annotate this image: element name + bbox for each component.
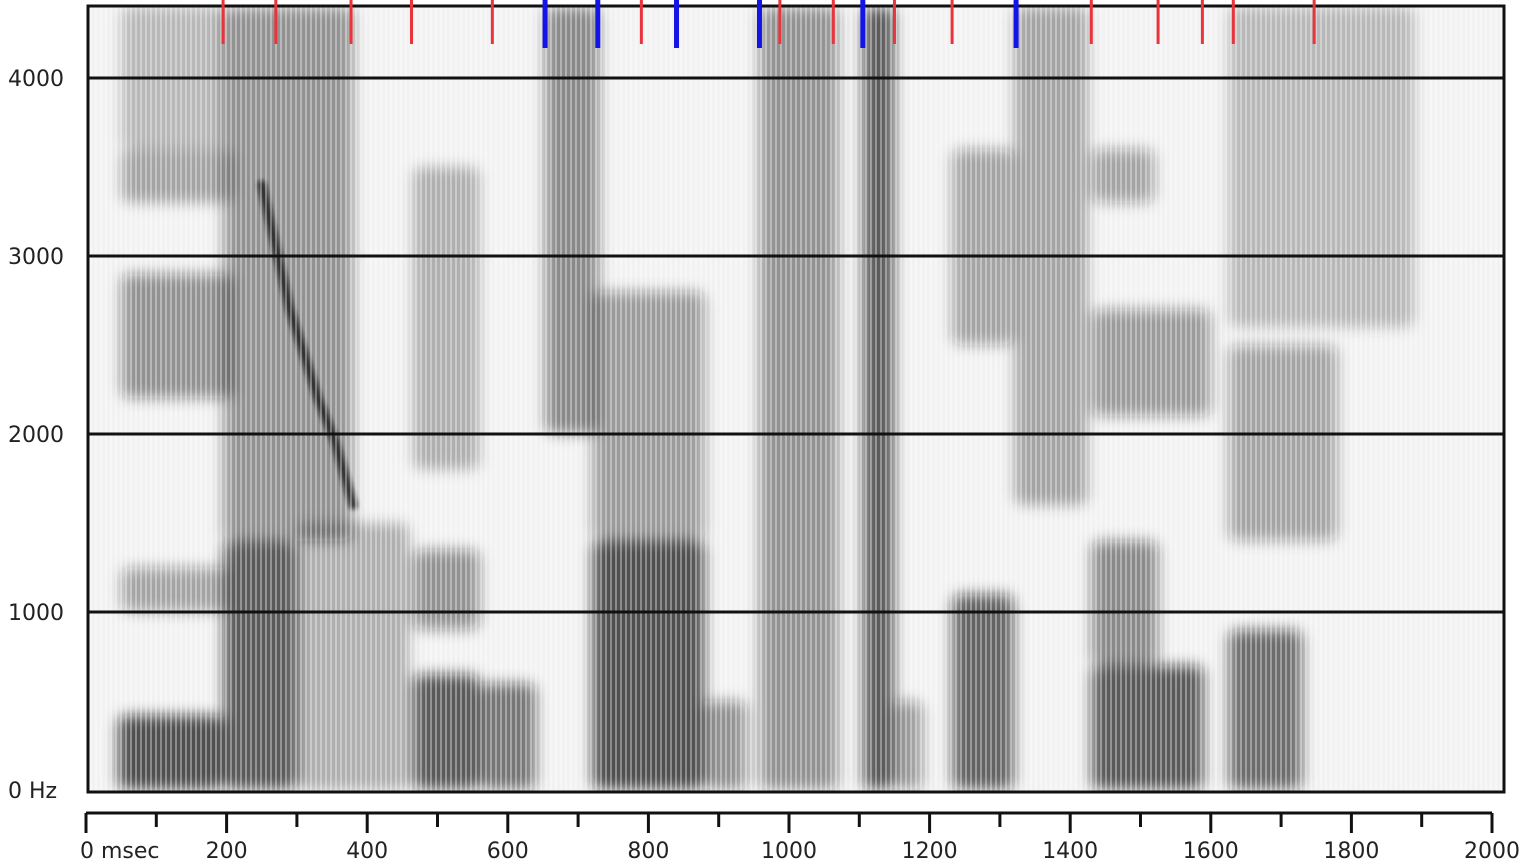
x-tick-label-1800: 1800: [1323, 839, 1379, 864]
segment-markers: [221, 0, 1316, 48]
x-tick-label-0: 0 msec: [80, 839, 160, 864]
x-tick-label-1400: 1400: [1042, 839, 1098, 864]
grid-lines: [88, 76, 1504, 614]
x-tick-label-1000: 1000: [761, 839, 817, 864]
x-tick-label-1200: 1200: [902, 839, 958, 864]
y-axis: 0 Hz 1000 2000 3000 4000: [8, 67, 64, 804]
y-tick-label-4000: 4000: [8, 67, 64, 92]
plot-frame: [86, 4, 1506, 794]
energy-layer: [88, 6, 1504, 792]
x-tick-label-400: 400: [346, 839, 388, 864]
x-tick-label-800: 800: [627, 839, 669, 864]
x-tick-label-2000: 2000: [1464, 839, 1520, 864]
y-tick-label-1000: 1000: [8, 601, 64, 626]
y-tick-label-3000: 3000: [8, 245, 64, 270]
x-tick-label-1600: 1600: [1183, 839, 1239, 864]
y-tick-label-2000: 2000: [8, 423, 64, 448]
x-tick-label-200: 200: [206, 839, 248, 864]
x-axis: 0 msec 200 400 600 800 1000 1200 1400 1600 1800 20…: [80, 811, 1520, 864]
x-tick-label-600: 600: [487, 839, 529, 864]
y-tick-label-0: 0 Hz: [8, 779, 57, 804]
